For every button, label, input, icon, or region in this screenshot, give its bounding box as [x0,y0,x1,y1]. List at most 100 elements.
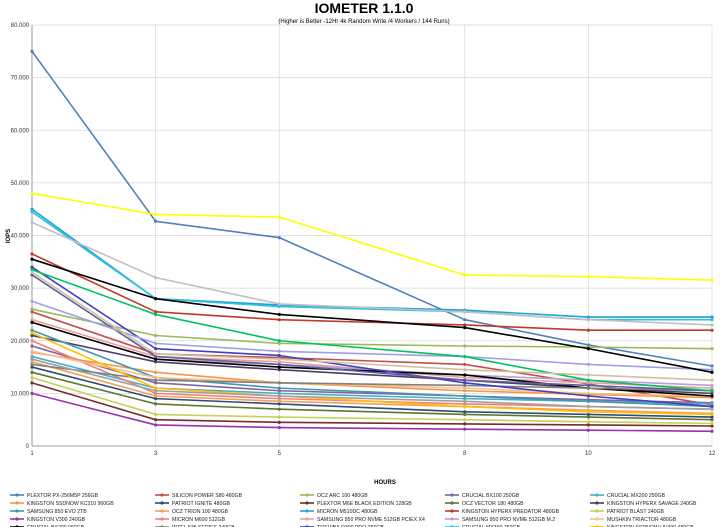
legend-label: KINGSTON HYPERX SAVAGE 240GB [607,501,697,507]
data-point [710,415,714,419]
data-point [463,310,467,314]
data-point [463,394,467,398]
x-axis-title: HOURS [374,480,396,486]
series-16 [30,391,714,433]
series-lines [30,49,714,433]
data-point [30,299,34,303]
data-point [463,378,467,382]
legend-label: MICRON M600 512GB [172,517,226,523]
data-point [277,368,281,372]
data-point [710,370,714,374]
y-tick-label: 70.000 [11,76,30,82]
data-point [277,349,281,353]
data-point [30,333,34,338]
data-point [586,404,590,409]
data-point [30,328,34,332]
legend-marker [450,501,454,505]
legend-item: SILICON POWER S80 480GB [155,493,243,499]
legend-item: SAMSUNG 950 PRO NVME 512GB M.2 [445,517,555,523]
data-point [710,412,714,417]
data-point [463,323,467,327]
series-line [31,363,713,392]
data-point [463,404,467,409]
data-point [710,318,714,322]
legend-item: KINGSTON HYPERX PREDATOR 480GB [445,509,560,515]
x-tick-label: 1 [30,451,34,457]
legend-label: PATRIOT BLAST 240GB [607,509,665,515]
data-point [463,383,467,388]
data-point [277,362,281,367]
legend-item: PATRIOT BLAST 240GB [590,509,665,515]
data-point [463,397,467,401]
data-point [154,312,158,317]
data-point [30,344,34,348]
data-point [463,318,467,322]
legend-marker [305,509,309,513]
data-point [277,425,281,430]
data-point [30,318,34,322]
data-point [30,339,34,343]
data-point [710,389,714,393]
series-7 [30,365,714,419]
series-line [31,345,713,404]
series-line [31,274,713,392]
x-tick-label: 10 [585,451,592,457]
data-point [710,364,714,368]
data-point [463,344,467,348]
data-point [30,268,34,272]
data-point [586,362,590,367]
data-point [586,415,590,419]
data-point [154,357,158,361]
series-8 [30,381,714,428]
series-28 [30,299,714,372]
legend-item: KINGSTON SSDNOW KC310 960GB [10,501,114,507]
data-point [30,257,34,261]
chart-title: IOMETER 1.1.0 [315,0,414,16]
data-point [463,386,467,390]
series-32 [30,220,714,327]
series-3 [30,307,714,351]
data-point [30,360,34,364]
series-23 [30,265,714,409]
data-point [463,427,467,431]
legend-label: PLEXTOR PX-256M5P 256GB [27,493,99,499]
legend-marker [595,501,599,505]
data-point [586,394,590,398]
data-point [710,347,714,351]
data-point [710,278,714,282]
series-line [31,329,713,408]
data-point [710,404,714,409]
data-point [154,386,158,390]
legend-item: PLEXTOR M6E BLACK EDITION 128GB [300,501,412,507]
data-point [463,373,467,377]
data-point [277,360,281,364]
legend-item: SAMSUNG 850 EVO 2TB [10,509,87,515]
data-point [710,424,714,428]
series-29 [30,268,714,393]
legend-item: CRUCIAL BX100 250GB [445,493,520,499]
data-point [277,304,281,309]
series-line [31,268,713,392]
legend-marker [15,517,19,521]
data-point [30,307,34,311]
data-point [463,399,467,403]
data-point [710,383,714,388]
data-point [154,402,158,406]
data-point [154,378,158,382]
series-26 [30,357,714,411]
legend-label: CRUCIAL MX200 250GB [607,493,666,499]
data-point [463,375,467,380]
data-point [710,402,714,406]
legend-item: OCZ VECTOR 180 480GB [445,501,524,507]
data-point [710,378,714,382]
data-point [463,402,467,406]
legend-item: KINGSTON V300 240GB [10,517,86,523]
data-point [463,418,467,422]
data-point [154,276,158,280]
legend-item: OCZ ARC 100 480GB [300,493,368,499]
data-point [277,318,281,322]
data-point [710,368,714,372]
y-tick-label: 30.000 [11,286,30,292]
data-point [154,412,158,417]
